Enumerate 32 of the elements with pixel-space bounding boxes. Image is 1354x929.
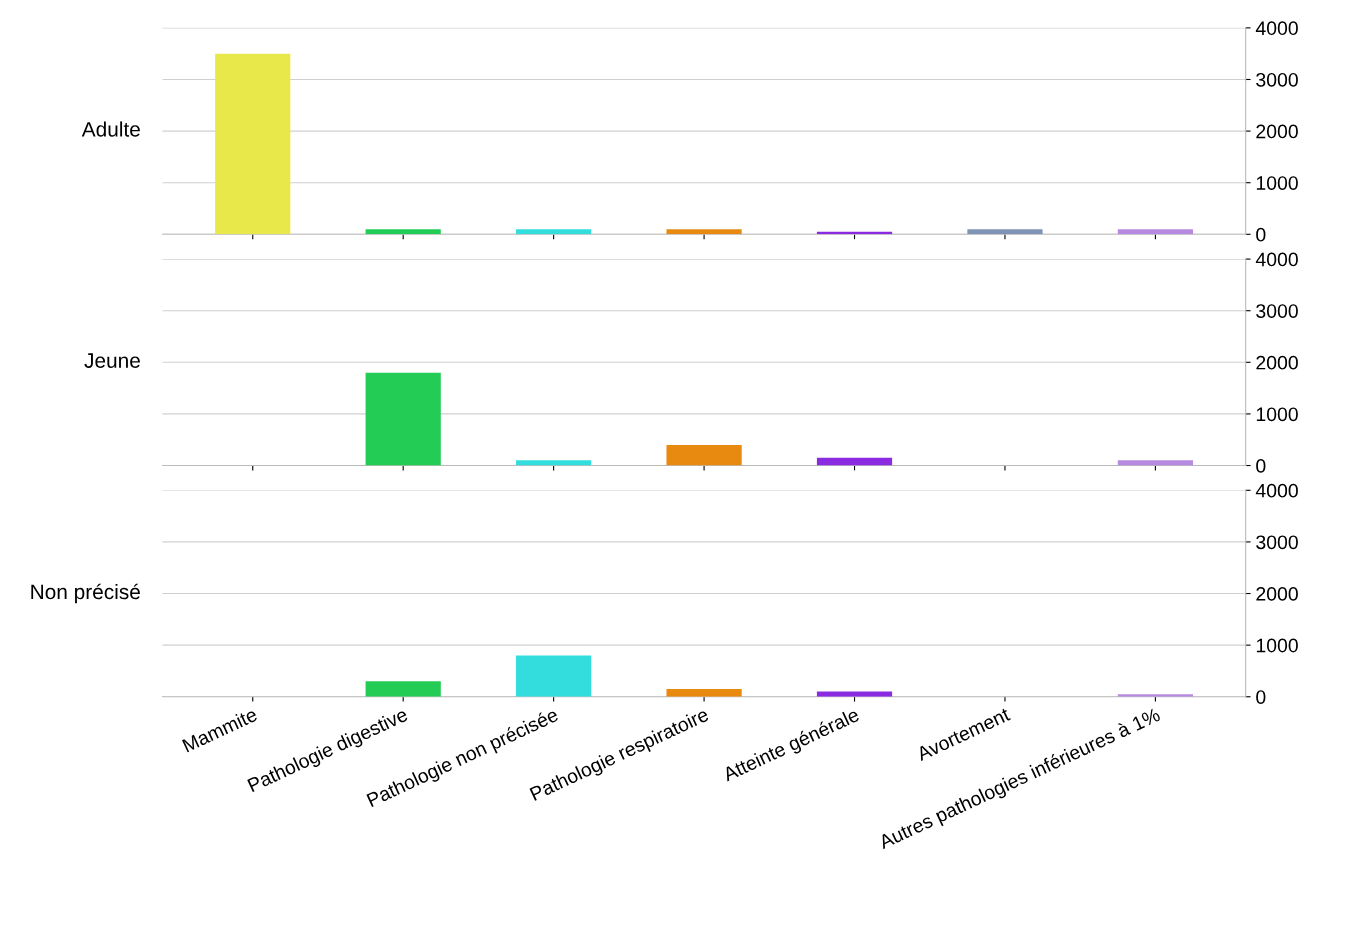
y-tick-label: 2000: [1256, 355, 1298, 370]
bar: [215, 53, 291, 235]
bar: [967, 229, 1043, 235]
y-tick-label: 4000: [1255, 252, 1298, 267]
text: Adulte: [81, 121, 140, 137]
bar: [1117, 460, 1194, 466]
bar: [365, 372, 441, 466]
y-tick-label: 2000: [1256, 124, 1298, 139]
bar: [666, 444, 742, 466]
bar: [666, 229, 742, 235]
y-tick-label: 1000: [1256, 407, 1298, 422]
y-tick-label: 3000: [1256, 304, 1298, 318]
bar: [516, 229, 592, 235]
bar: [516, 655, 592, 697]
y-tick-label: 0: [1256, 690, 1266, 704]
bar: [516, 460, 592, 466]
y-tick-label: 4000: [1255, 21, 1298, 36]
bar: [666, 689, 742, 697]
bar: [816, 457, 893, 466]
y-tick-label: 2000: [1256, 587, 1298, 601]
bar: [365, 681, 441, 697]
y-tick-label: 3000: [1256, 72, 1298, 87]
y-tick-label: 0: [1256, 227, 1266, 242]
y-tick-label: 4000: [1255, 483, 1298, 498]
y-tick-label: 0: [1256, 459, 1266, 473]
bar: [365, 229, 441, 235]
text: Jeune: [84, 353, 140, 368]
y-tick-label: 1000: [1256, 176, 1298, 190]
y-tick-label: 1000: [1256, 638, 1298, 653]
bar: [1117, 229, 1194, 235]
text: Non précisé: [31, 583, 140, 604]
y-tick-label: 3000: [1256, 535, 1298, 550]
